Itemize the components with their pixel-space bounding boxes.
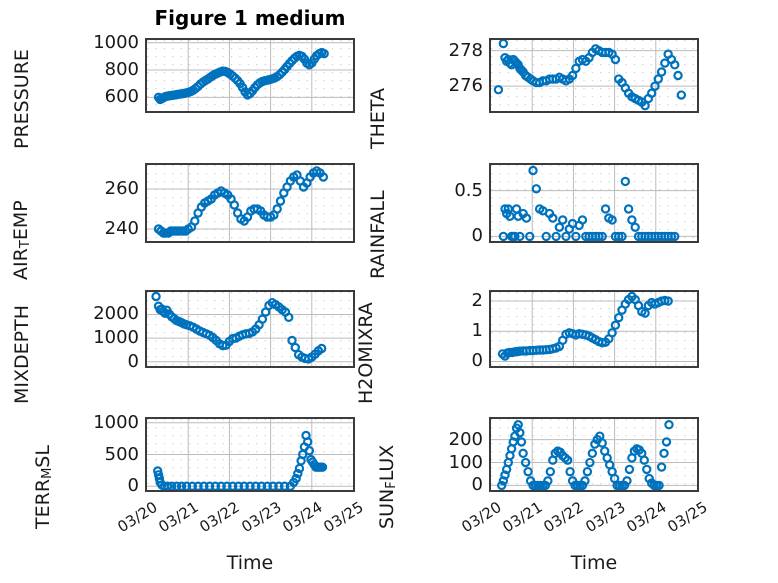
ytick-terr_msl-2: 1000 (93, 411, 139, 433)
ytick-sun_flux-0: 0 (471, 474, 483, 496)
scatter-series-theta (491, 40, 697, 111)
ytick-h2omixra-2: 2 (471, 290, 483, 312)
ytick-mixdepth-2: 2000 (93, 303, 139, 325)
ytick-theta-1: 278 (448, 39, 483, 61)
plot-area-mixdepth (145, 290, 355, 368)
ytick-mixdepth-1: 1000 (93, 327, 139, 349)
scatter-series-air_temp (147, 165, 353, 241)
ytick-air_temp-1: 260 (104, 178, 139, 199)
plot-area-pressure (145, 38, 355, 113)
plot-area-h2omixra (489, 290, 699, 368)
ytick-sun_flux-1: 100 (448, 451, 483, 473)
ytick-theta-0: 276 (448, 75, 483, 97)
xaxis-label-left: Time (226, 552, 274, 574)
scatter-series-sun_flux (491, 419, 697, 490)
scatter-series-mixdepth (147, 292, 353, 366)
yaxis-label-sun_flux: SUNFLUX (376, 444, 399, 529)
ytick-pressure-0: 600 (104, 86, 139, 108)
ytick-pressure-1: 800 (104, 59, 139, 81)
plot-area-terr_msl (145, 417, 355, 492)
scatter-series-rainfall (491, 165, 697, 241)
ytick-terr_msl-1: 500 (104, 443, 139, 465)
xaxis-label-right: Time (570, 552, 618, 574)
ytick-pressure-2: 1000 (93, 31, 139, 53)
plot-area-air_temp (145, 163, 355, 243)
ytick-terr_msl-0: 0 (127, 475, 139, 497)
plot-area-rainfall (489, 163, 699, 243)
scatter-series-h2omixra (491, 292, 697, 366)
ytick-air_temp-0: 240 (104, 218, 139, 239)
figure-title: Figure 1 medium (154, 6, 346, 30)
ytick-mixdepth-0: 0 (127, 350, 139, 372)
plot-area-sun_flux (489, 417, 699, 492)
ytick-rainfall-1: 0.5 (454, 179, 483, 201)
ytick-h2omixra-1: 1 (471, 320, 483, 342)
ytick-rainfall-0: 0 (471, 225, 483, 247)
ytick-sun_flux-2: 200 (448, 428, 483, 450)
scatter-series-pressure (147, 40, 353, 111)
scatter-series-terr_msl (147, 419, 353, 490)
plot-area-theta (489, 38, 699, 113)
ytick-h2omixra-0: 0 (471, 350, 483, 372)
